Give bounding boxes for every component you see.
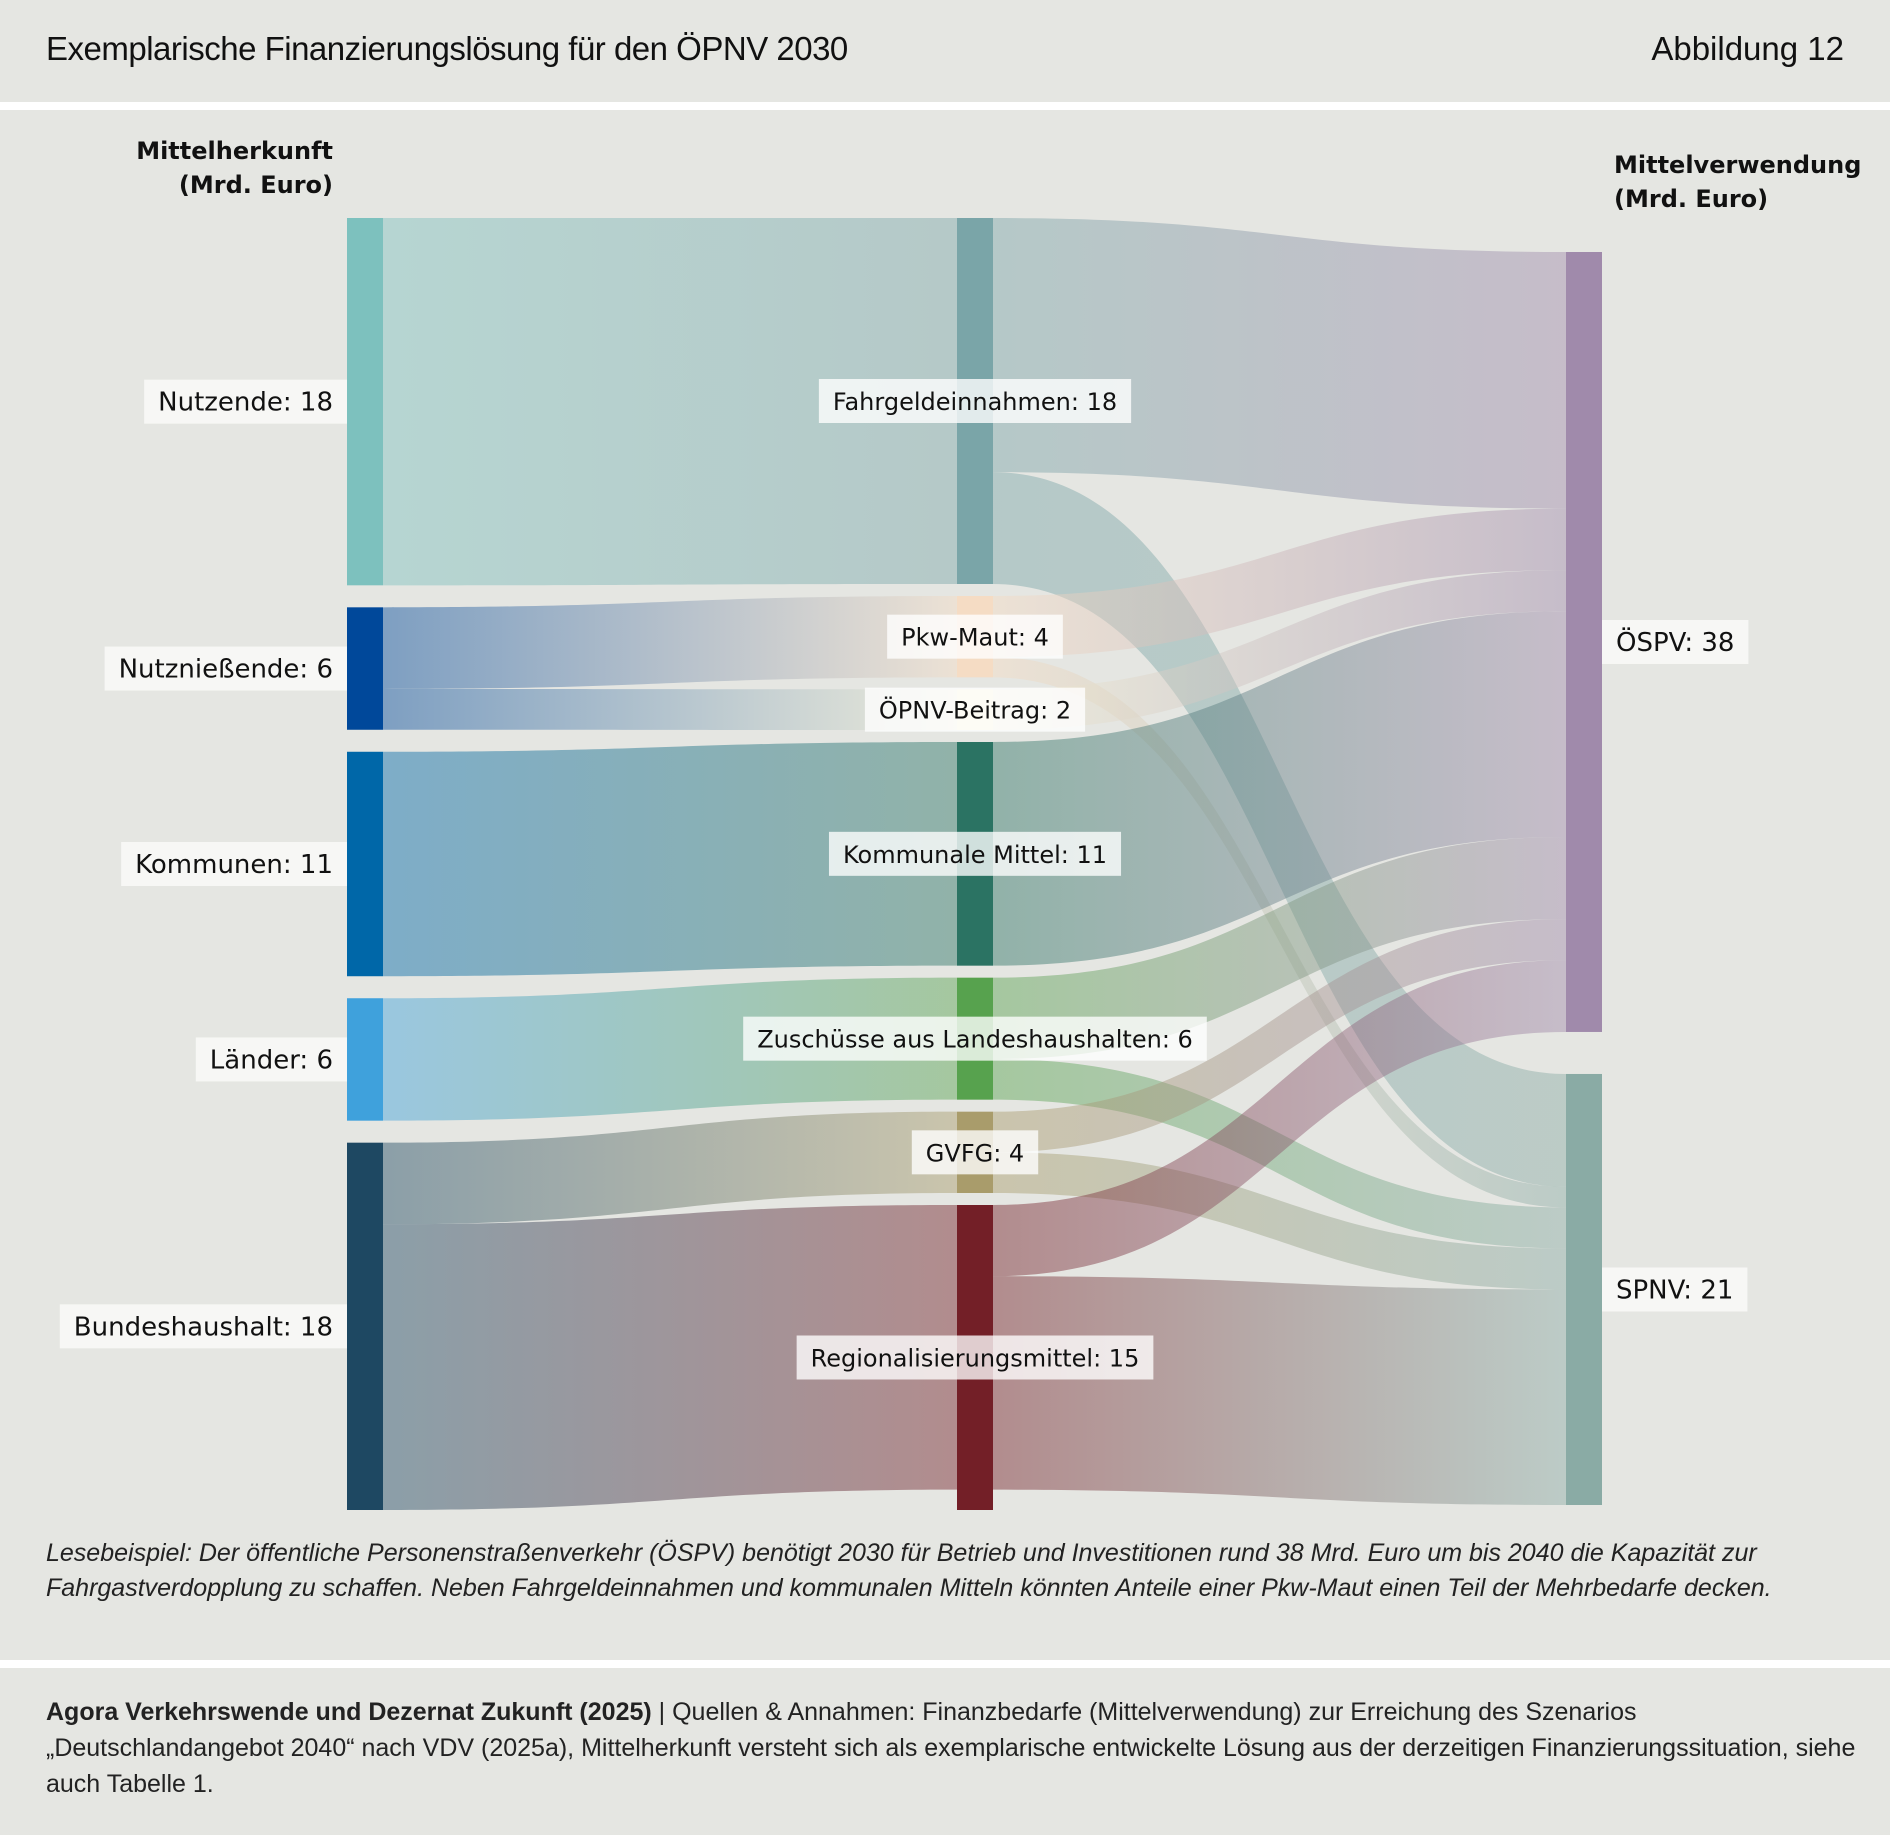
link-laender-to-landeshh (383, 977, 957, 1121)
node-nutzende (347, 218, 383, 586)
node-spnv (1566, 1073, 1602, 1505)
node-label-spnv: SPNV: 21 (1602, 1267, 1748, 1312)
node-label-gvfg: GVFG: 4 (911, 1130, 1039, 1175)
node-label-pkwmaut: Pkw-Maut: 4 (887, 614, 1063, 659)
node-label-regio: Regionalisierungsmittel: 15 (796, 1335, 1154, 1380)
label-background (104, 646, 347, 691)
label-background (1602, 619, 1749, 664)
source-text: Quellen & Annahmen: Finanzbedarfe (Mitte… (46, 1698, 1856, 1798)
label-background (828, 831, 1122, 876)
node-label-landeshh: Zuschüsse aus Landeshaushalten: 6 (743, 1016, 1207, 1061)
node-label-laender: Länder: 6 (195, 1037, 347, 1082)
label-text: Länder: 6 (210, 1045, 333, 1075)
node-label-kommunal: Kommunale Mittel: 11 (828, 831, 1122, 876)
link-pkwmaut-to-ospv (993, 508, 1566, 657)
source-heading-unit: (Mrd. Euro) (178, 171, 333, 199)
source-column-heading: Mittelherkunft (Mrd. Euro) (136, 134, 333, 202)
label-text: ÖPNV-Beitrag: 2 (879, 696, 1071, 725)
source-heading-title: Mittelherkunft (136, 137, 333, 165)
label-background (195, 1037, 347, 1082)
label-background (121, 842, 347, 886)
link-kommunal-to-ospv (993, 611, 1566, 966)
link-fahrgeld-to-ospv (993, 218, 1566, 509)
label-background (887, 614, 1063, 659)
source-separator: | (651, 1698, 673, 1726)
label-background (743, 1016, 1207, 1061)
label-text: Kommunen: 11 (135, 850, 333, 880)
label-text: Kommunale Mittel: 11 (843, 841, 1107, 869)
link-nutzende-to-fahrgeld (383, 218, 957, 586)
sankey-links (383, 218, 1566, 1510)
figure-title: Exemplarische Finanzierungslösung für de… (46, 30, 848, 67)
node-nutzniessende (347, 607, 383, 730)
node-laender (347, 998, 383, 1121)
link-nutzniessende-to-pkwmaut (383, 596, 957, 689)
label-text: Bundeshaushalt: 18 (74, 1312, 333, 1342)
sankey-chart: Nutzende: 18 Nutznießende: 6 Kommunen: 11 L… (59, 218, 1749, 1510)
link-bundeshaushalt-to-regio (383, 1205, 957, 1510)
node-label-beitrag: ÖPNV-Beitrag: 2 (864, 687, 1086, 732)
label-text: Nutzende: 18 (158, 388, 333, 418)
reading-example-note: Lesebeispiel: Der öffentliche Personenst… (46, 1539, 1772, 1602)
label-text: Nutznießende: 6 (119, 655, 333, 685)
label-background (59, 1304, 347, 1349)
label-text: GVFG: 4 (926, 1139, 1024, 1167)
label-background (144, 379, 347, 424)
node-label-fahrgeld: Fahrgeldeinnahmen: 18 (818, 379, 1132, 423)
figure-number: Abbildung 12 (1651, 30, 1844, 67)
label-text: Regionalisierungsmittel: 15 (811, 1345, 1140, 1373)
use-heading-unit: (Mrd. Euro) (1614, 185, 1769, 213)
label-text: Zuschüsse aus Landeshaushalten: 6 (757, 1026, 1193, 1054)
header-divider (0, 102, 1890, 110)
sankey-labels: Nutzende: 18 Nutznießende: 6 Kommunen: 11 L… (59, 379, 1749, 1380)
link-kommunen-to-kommunal (383, 742, 957, 977)
node-kommunen (347, 751, 383, 977)
link-gvfg-to-ospv (993, 919, 1566, 1153)
label-background (864, 687, 1086, 732)
source-citation: Agora Verkehrswende und Dezernat Zukunft… (46, 1694, 1856, 1802)
use-heading-title: Mittelverwendung (1614, 151, 1862, 179)
label-text: Pkw-Maut: 4 (901, 624, 1049, 652)
link-landeshh-to-ospv (993, 836, 1566, 1059)
label-text: ÖSPV: 38 (1616, 626, 1734, 658)
source-author: Agora Verkehrswende und Dezernat Zukunft… (46, 1698, 652, 1726)
label-background (1602, 1267, 1748, 1312)
node-label-nutzende: Nutzende: 18 (144, 379, 347, 424)
node-label-ospv: ÖSPV: 38 (1602, 619, 1749, 664)
node-label-kommunen: Kommunen: 11 (121, 842, 347, 886)
label-background (818, 379, 1132, 423)
node-label-nutzniessende: Nutznießende: 6 (104, 646, 347, 691)
link-bundeshaushalt-to-gvfg (383, 1111, 957, 1225)
link-beitrag-to-ospv (993, 570, 1566, 730)
use-column-heading: Mittelverwendung (Mrd. Euro) (1614, 148, 1861, 216)
footer-divider (0, 1660, 1890, 1668)
label-background (911, 1130, 1039, 1175)
figure-header: Exemplarische Finanzierungslösung für de… (0, 0, 1890, 102)
link-nutzniessende-to-beitrag (383, 688, 957, 730)
node-bundeshaushalt (347, 1142, 383, 1510)
link-regio-to-ospv (993, 960, 1566, 1277)
node-label-bundeshaushalt: Bundeshaushalt: 18 (59, 1304, 347, 1349)
link-regio-to-spnv (993, 1276, 1566, 1505)
label-text: Fahrgeldeinnahmen: 18 (833, 388, 1117, 416)
node-ospv (1566, 252, 1602, 1032)
label-text: SPNV: 21 (1616, 1275, 1733, 1305)
label-background (796, 1335, 1154, 1380)
